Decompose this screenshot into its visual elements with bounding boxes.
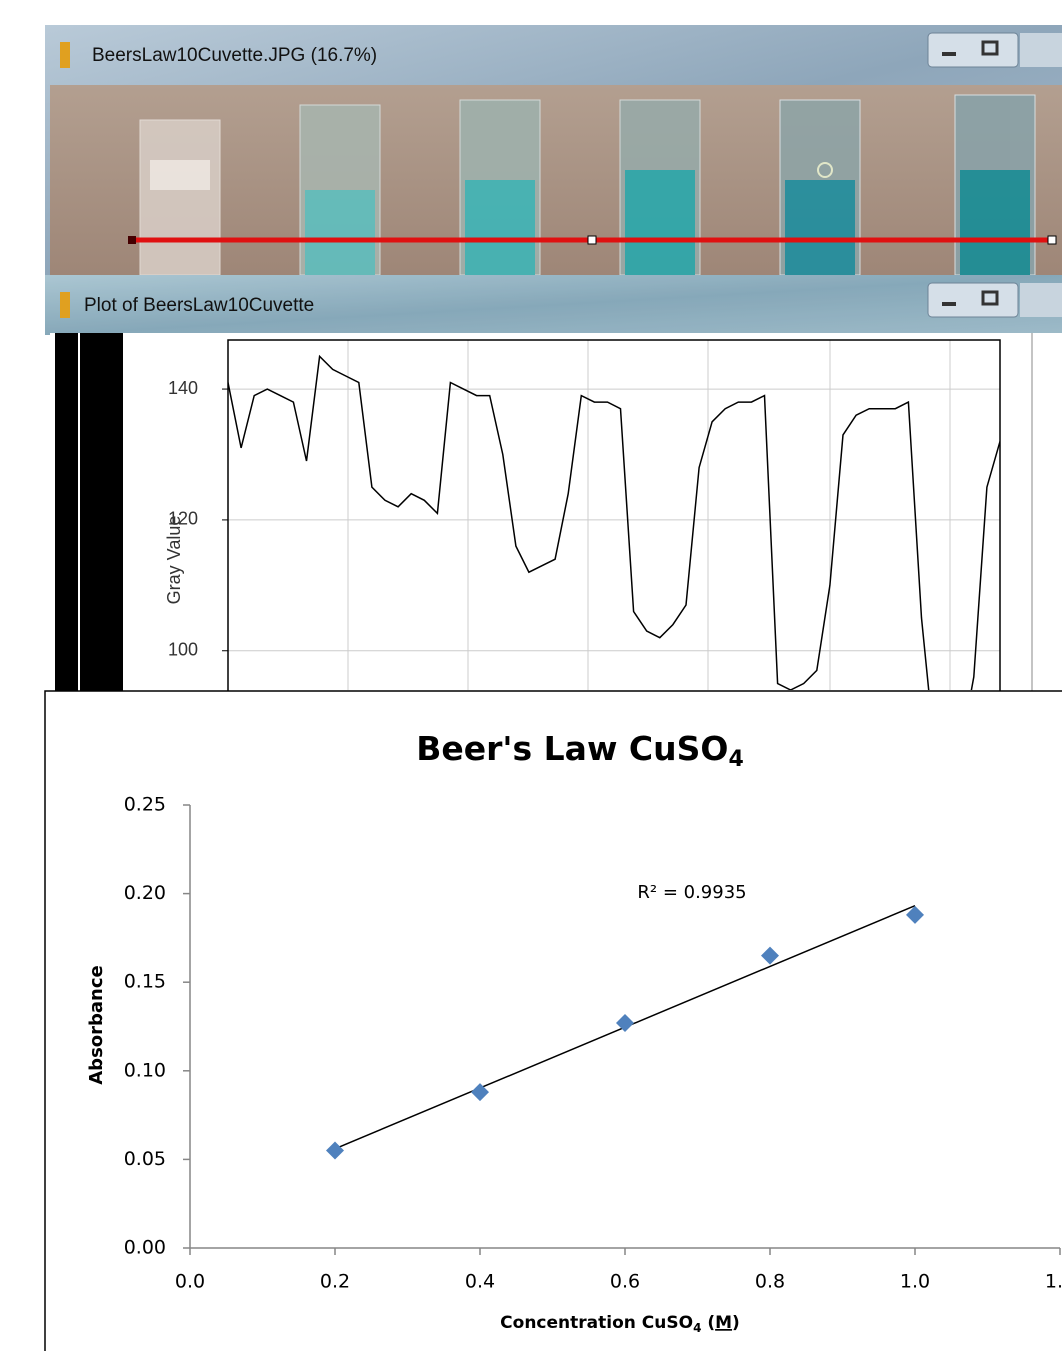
y-tick-label: 0.20 <box>124 882 166 904</box>
y-tick-label: 140 <box>168 378 198 398</box>
border <box>80 333 123 693</box>
border <box>55 333 78 693</box>
handle <box>587 235 597 245</box>
window-title: BeersLaw10Cuvette.JPG (16.7%) <box>92 45 377 66</box>
x-label-unit: M <box>715 1313 732 1333</box>
x-tick-label: 0.4 <box>465 1271 495 1293</box>
y-tick-label: 0.00 <box>124 1237 166 1259</box>
data-point <box>616 1013 634 1032</box>
data-point <box>326 1141 344 1160</box>
handle <box>1047 235 1057 245</box>
data-point <box>906 905 924 924</box>
data-point <box>471 1083 489 1102</box>
y-tick-label: 0.15 <box>124 971 166 993</box>
x-label-unit-open: ( <box>701 1313 715 1333</box>
x-tick-label: 0.6 <box>610 1271 640 1293</box>
x-tick-label: 0.0 <box>175 1271 205 1293</box>
app-icon <box>60 42 70 68</box>
x-tick-label: 0.2 <box>320 1271 350 1293</box>
chart-title: Beer's Law CuSO4 <box>416 729 744 773</box>
button-frame[interactable] <box>927 32 1019 68</box>
x-tick-label: 0.8 <box>755 1271 785 1293</box>
chart-title-subscript: 4 <box>728 747 743 772</box>
plot-canvas <box>50 333 1062 693</box>
y-tick-label: 100 <box>168 639 198 659</box>
window-controls[interactable] <box>927 282 1062 318</box>
minimize[interactable] <box>942 302 956 306</box>
x-label-unit-close: ) <box>732 1313 740 1333</box>
close[interactable] <box>1020 33 1062 67</box>
y-tick-label: 120 <box>168 509 198 529</box>
y-tick-label: 0.05 <box>124 1148 166 1170</box>
window-controls[interactable] <box>927 32 1062 68</box>
y-axis-label: Gray Value <box>164 516 184 605</box>
x-label-text: Concentration CuSO <box>500 1313 693 1333</box>
x-axis-label: Concentration CuSO4 (M) <box>500 1313 740 1335</box>
overlay <box>45 275 1062 335</box>
y-axis-label: Absorbance <box>86 965 107 1085</box>
profile-plot: 100 120 140 <box>168 354 1000 690</box>
maximize[interactable] <box>981 290 999 306</box>
y-tick-label: 0.10 <box>124 1059 166 1081</box>
x-tick-label: 1.2 <box>1045 1271 1062 1293</box>
app-icon <box>60 292 70 318</box>
profile-curve <box>228 354 1000 690</box>
maximize[interactable] <box>981 40 999 56</box>
x-tick-label: 1.0 <box>900 1271 930 1293</box>
y-tick-label: 0.25 <box>124 794 166 816</box>
scatter-plot: 0.00 0.05 0.10 0.15 0.20 0.25 0.0 0.2 0.4 0.6 0.8 1… <box>124 794 1062 1293</box>
plot-window <box>45 275 1062 335</box>
close[interactable] <box>1020 283 1062 317</box>
x-label-subscript: 4 <box>693 1321 701 1335</box>
r-squared: R² = 0.9935 <box>637 882 746 903</box>
data-point <box>761 946 779 965</box>
minimize[interactable] <box>942 52 956 56</box>
handle <box>128 236 136 244</box>
window-title: Plot of BeersLaw10Cuvette <box>84 295 314 316</box>
chart-title-text: Beer's Law CuSO <box>416 729 728 768</box>
excel-chart <box>44 690 1062 1351</box>
cuvettes <box>139 94 1036 276</box>
button-frame[interactable] <box>927 282 1019 318</box>
